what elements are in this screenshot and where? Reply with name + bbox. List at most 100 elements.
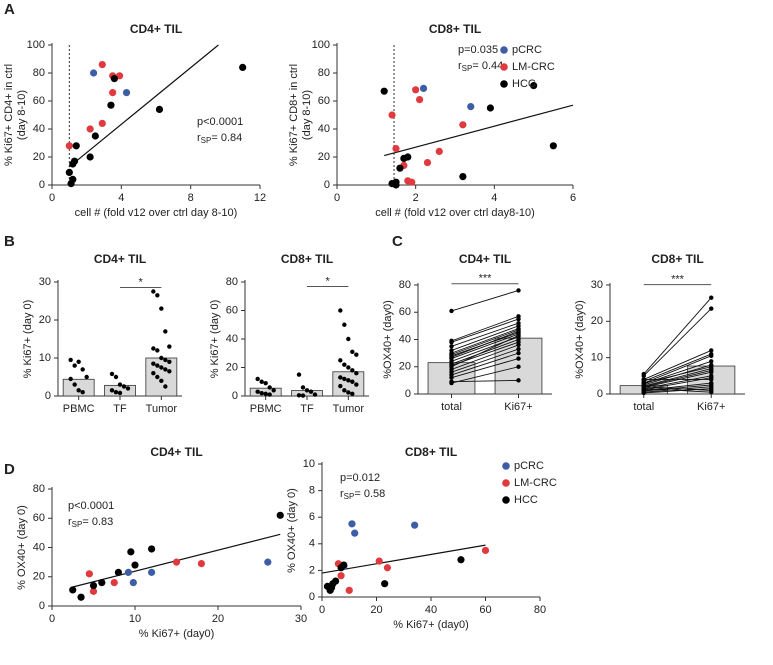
data-point	[346, 378, 351, 383]
data-point	[300, 393, 306, 398]
x-tick-label: TF	[300, 403, 314, 415]
data-point	[84, 374, 89, 380]
x-tick-label: 30	[295, 613, 307, 625]
data-point	[392, 178, 400, 186]
data-point	[380, 87, 388, 95]
pair-line	[451, 290, 519, 312]
pair-line	[451, 328, 519, 354]
data-point	[423, 159, 432, 167]
data-point	[340, 561, 348, 569]
data-point	[98, 61, 106, 69]
data-point	[159, 355, 164, 361]
x-tick-label: 8	[188, 192, 194, 204]
bar	[62, 378, 95, 397]
x-tick-label: 12	[254, 192, 266, 204]
chart-title: CD8+ TIL	[429, 22, 481, 36]
pair-line	[451, 348, 519, 373]
pair-line	[643, 386, 712, 393]
r-symbol: r	[458, 60, 462, 72]
data-point	[346, 365, 351, 370]
data-point	[151, 346, 156, 351]
data-point	[239, 63, 247, 71]
data-point	[86, 153, 94, 161]
pair-line	[643, 349, 712, 380]
data-point	[148, 568, 156, 576]
significance-label: *	[139, 276, 144, 288]
x-axis-label: % Ki67+ (day0)	[139, 628, 215, 640]
fit-line	[68, 44, 219, 168]
data-point	[457, 556, 465, 564]
pair-line	[643, 368, 712, 387]
y-axis-label: % OX40+ (day 0)	[286, 488, 298, 573]
data-point	[151, 371, 156, 376]
chart-title: CD8+ TIL	[405, 445, 457, 459]
panel-label: B	[4, 233, 15, 250]
y-tick-label: 40	[33, 123, 45, 135]
y-tick-label: 20	[591, 315, 603, 327]
panel-label: A	[4, 1, 15, 18]
x-tick-label: Ki67+	[697, 401, 725, 413]
data-point	[709, 348, 714, 353]
data-point	[163, 367, 168, 372]
data-point	[342, 322, 347, 327]
y-tick-label: 30	[591, 279, 603, 291]
pair-line	[451, 330, 519, 358]
data-point	[148, 545, 156, 553]
x-tick-label: 0	[49, 192, 55, 204]
data-point	[159, 378, 164, 383]
data-point	[481, 546, 490, 555]
legend-label: LM-CRC	[514, 477, 557, 489]
data-point	[709, 370, 714, 375]
x-tick-label: 20	[212, 613, 224, 625]
data-point	[300, 385, 306, 390]
data-point	[163, 384, 168, 389]
data-point	[449, 344, 454, 349]
data-point	[167, 359, 172, 364]
x-tick-label: TF	[113, 403, 127, 415]
data-point	[449, 308, 454, 314]
y-tick-label: 60	[33, 512, 45, 524]
data-point	[641, 386, 646, 391]
data-point	[125, 386, 131, 391]
data-point	[267, 392, 272, 397]
data-point	[267, 385, 272, 390]
data-point	[449, 355, 454, 360]
correlation: rSP= 0.84	[197, 132, 242, 145]
y-tick-label: 10	[591, 352, 603, 364]
y-tick-label: 40	[399, 333, 411, 345]
data-point	[76, 359, 81, 364]
data-point	[516, 378, 521, 383]
data-point	[151, 361, 156, 366]
data-point	[155, 105, 164, 113]
y-tick-label: 60	[226, 304, 238, 316]
data-point	[264, 558, 272, 566]
legend-marker	[502, 479, 510, 487]
x-tick-label: 40	[425, 604, 437, 616]
data-point	[516, 356, 521, 361]
pair-line	[643, 375, 712, 389]
y-tick-label: 100	[312, 39, 330, 51]
data-point	[516, 288, 521, 293]
data-point	[304, 388, 310, 393]
data-point	[383, 564, 391, 572]
data-point	[109, 388, 115, 393]
data-point	[338, 308, 343, 313]
data-point	[392, 145, 400, 153]
data-point	[98, 119, 106, 127]
r-subscript: SP	[201, 136, 212, 145]
y-tick-label: 20	[33, 151, 45, 163]
data-point	[709, 377, 714, 382]
x-axis-label: cell # (fold v12 over ctrl day 8-10)	[75, 207, 238, 219]
pair-line	[451, 325, 519, 351]
pair-line	[451, 322, 519, 347]
data-point	[155, 348, 160, 353]
data-point	[127, 548, 135, 556]
data-point	[65, 168, 73, 176]
data-point	[449, 364, 454, 369]
y-tick-label: 40	[226, 333, 238, 345]
y-tick-label: 0	[309, 591, 315, 603]
chart-title: CD4+ TIL	[459, 252, 511, 266]
data-point	[98, 579, 106, 587]
data-point	[709, 364, 714, 369]
